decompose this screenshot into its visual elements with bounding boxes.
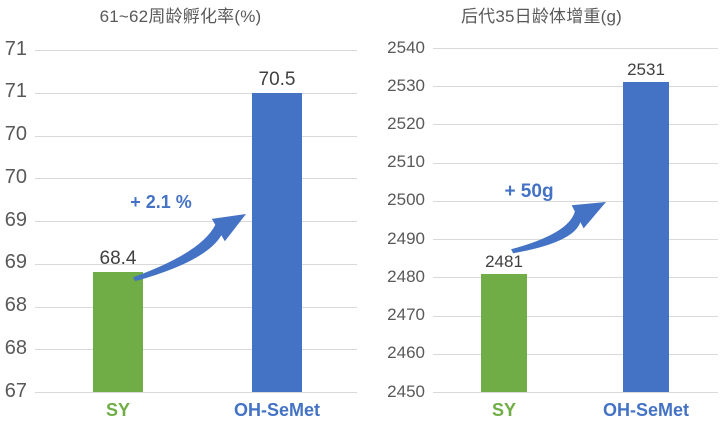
increase-arrow-icon xyxy=(132,214,246,282)
increase-annotation: + 2.1 % xyxy=(130,191,192,212)
y-axis-tick-label: 2510 xyxy=(387,152,425,172)
y-gridline xyxy=(433,48,718,49)
y-gridline xyxy=(35,135,357,137)
bar-sy xyxy=(481,273,527,392)
y-gridline xyxy=(35,306,357,308)
y-gridline xyxy=(433,353,718,355)
increase-annotation: + 50g xyxy=(504,181,554,203)
y-gridline xyxy=(35,392,357,393)
category-label-sy: SY xyxy=(105,400,130,420)
y-gridline xyxy=(433,277,718,279)
category-label-oh-semet: OH-SeMet xyxy=(233,400,320,420)
y-gridline xyxy=(35,349,357,351)
y-gridline xyxy=(35,178,357,180)
y-gridline xyxy=(433,200,718,202)
y-axis-tick-label: 67 xyxy=(4,379,27,402)
y-axis-tick-label: 70 xyxy=(4,165,27,188)
y-axis-tick-label: 68 xyxy=(4,294,27,317)
hatch-rate-chart-title: 61~62周龄孵化率(%) xyxy=(99,7,262,26)
y-axis-tick-label: 2480 xyxy=(387,266,425,286)
y-gridline xyxy=(433,392,718,393)
y-gridline xyxy=(35,50,357,51)
weight-gain-chart-title: 后代35日龄体增重(g) xyxy=(460,7,623,26)
y-axis-tick-label: 2460 xyxy=(387,343,425,363)
y-axis-tick-label: 68 xyxy=(4,336,27,359)
bar-value-label-sy: 2481 xyxy=(485,251,523,271)
bar-value-label-oh-semet: 2531 xyxy=(627,60,665,80)
y-axis-tick-label: 71 xyxy=(4,37,27,60)
weight-gain-chart: 后代35日龄体增重(g) 2540 2530 2520 2510 2500 2490 248… xyxy=(361,0,722,434)
y-axis-tick-label: 2490 xyxy=(387,228,425,248)
y-axis-tick-label: 2470 xyxy=(387,305,425,324)
y-axis-tick-label: 69 xyxy=(4,208,27,231)
y-axis-tick-label: 2450 xyxy=(387,381,425,401)
y-axis-tick-label: 69 xyxy=(4,251,27,274)
y-axis-tick-label: 2530 xyxy=(387,75,425,95)
hatch-rate-chart: 61~62周龄孵化率(%) 71 71 70 70 69 69 68 68 67 68.4 SY 70… xyxy=(4,7,357,420)
y-gridline xyxy=(433,124,718,126)
increase-arrow-shape xyxy=(511,202,606,254)
y-axis-tick-label: 2500 xyxy=(387,190,425,210)
y-axis-tick-label: 71 xyxy=(4,80,27,103)
category-label-oh-semet: OH-SeMet xyxy=(602,400,689,420)
y-axis-tick-label: 70 xyxy=(4,123,27,146)
bar-oh-semet xyxy=(252,92,302,393)
bar-value-label-oh-semet: 70.5 xyxy=(258,68,296,90)
y-gridline xyxy=(433,162,718,164)
bar-oh-semet xyxy=(623,82,669,392)
bar-sy xyxy=(93,272,143,392)
bar-value-label-sy: 68.4 xyxy=(99,248,137,270)
category-label-sy: SY xyxy=(491,400,516,420)
y-axis-tick-label: 2540 xyxy=(387,37,425,57)
y-gridline xyxy=(433,239,718,241)
y-gridline xyxy=(35,221,357,222)
y-gridline xyxy=(35,92,357,94)
y-axis-tick-label: 2520 xyxy=(387,113,425,133)
y-gridline xyxy=(433,86,718,88)
y-gridline xyxy=(433,315,718,317)
